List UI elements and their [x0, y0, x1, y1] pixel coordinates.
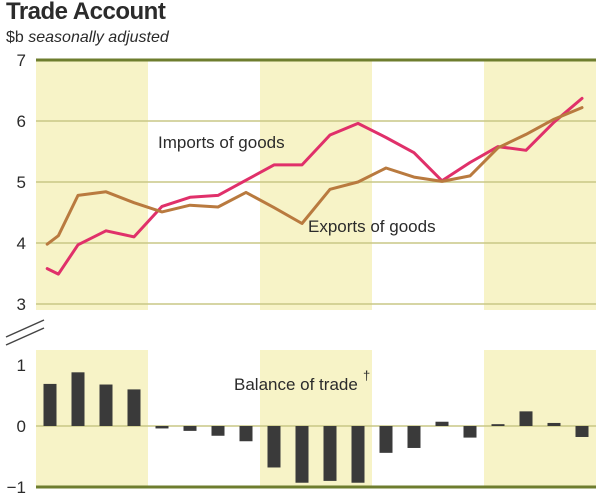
bar-7 — [239, 426, 253, 442]
bar-16 — [491, 424, 505, 426]
bar-1 — [71, 372, 85, 426]
label-balance: Balance of trade — [234, 375, 358, 394]
ytick-bottom-2: −1 — [7, 478, 26, 496]
bar-4 — [155, 426, 169, 429]
bar-9 — [295, 426, 309, 483]
axis-break — [5, 319, 45, 346]
ytick-bottom-1: 0 — [17, 417, 26, 436]
series-lines — [45, 96, 584, 276]
shaded-bands — [36, 60, 596, 487]
axis-lines — [36, 58, 596, 489]
bar-5 — [183, 426, 197, 431]
label-imports: Imports of goods — [158, 133, 285, 152]
band-top-0 — [36, 60, 148, 310]
band-bottom-2 — [484, 350, 596, 487]
bar-10 — [323, 426, 337, 481]
band-top-1 — [260, 60, 372, 310]
break-line-2 — [5, 327, 45, 346]
ytick-bottom-0: 1 — [17, 356, 26, 375]
label-exports: Exports of goods — [308, 217, 436, 236]
label-balance-mark: † — [363, 368, 370, 383]
bar-2 — [99, 384, 113, 426]
band-top-2 — [484, 60, 596, 310]
chart-subtitle: $b seasonally adjusted — [6, 29, 169, 47]
bar-0 — [43, 383, 57, 426]
ytick-top-2: 5 — [17, 173, 26, 192]
balance-bars — [43, 372, 589, 483]
bar-3 — [127, 389, 141, 426]
bar-19 — [575, 426, 589, 437]
chart-title: Trade Account — [6, 0, 166, 25]
y-tick-labels: 7 6 5 4 3 1 0 −1 — [7, 51, 26, 496]
bar-12 — [379, 426, 393, 453]
bar-14 — [435, 421, 449, 426]
bar-17 — [519, 411, 533, 426]
bar-11 — [351, 426, 365, 483]
series-labels: Imports of goods Exports of goods Balance … — [158, 133, 436, 394]
subtitle-unit: $b — [6, 29, 24, 46]
line-exports-of-goods — [45, 106, 584, 246]
ytick-top-0: 7 — [17, 51, 26, 70]
ytick-top-1: 6 — [17, 112, 26, 131]
line-imports-of-goods — [45, 96, 584, 276]
ytick-top-3: 4 — [17, 234, 26, 253]
bar-18 — [547, 422, 561, 426]
bar-13 — [407, 426, 421, 448]
bar-8 — [267, 426, 281, 468]
break-line-1 — [5, 319, 45, 338]
bar-6 — [211, 426, 225, 436]
subtitle-text: seasonally adjusted — [28, 29, 169, 46]
ytick-top-4: 3 — [17, 295, 26, 314]
bar-15 — [463, 426, 477, 438]
